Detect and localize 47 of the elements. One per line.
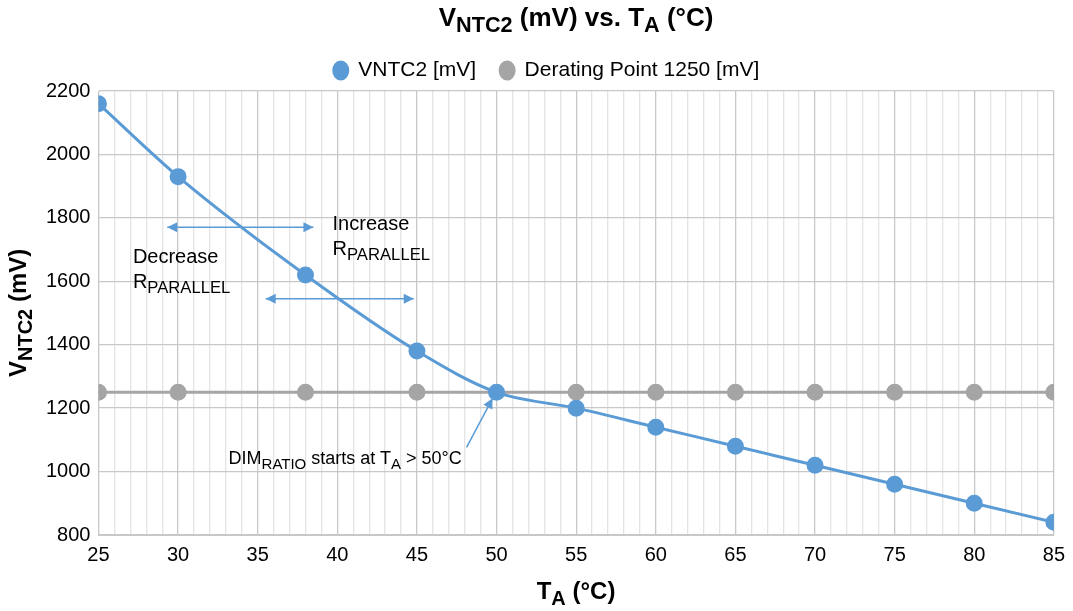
point <box>296 266 314 284</box>
point <box>647 418 665 436</box>
y-tick-label: 2200 <box>45 78 91 101</box>
annotation: DIM$_{RATIO}$ starts at T$_{A}$ > 50°C <box>228 447 462 474</box>
x-tick-label: 80 <box>963 542 986 565</box>
x-tick-label: 45 <box>405 542 429 565</box>
legend-label: VNTC2 [mV] <box>358 57 477 81</box>
x-tick-label: 60 <box>644 542 667 565</box>
x-tick-label: 50 <box>485 542 508 565</box>
legend-label: Derating Point 1250 [mV] <box>524 57 760 81</box>
point <box>408 383 426 401</box>
point <box>567 383 585 401</box>
annotation: Decrease R$_{PARALLEL}$ <box>132 244 231 299</box>
annotation: Increase R$_{PARALLEL}$ <box>332 210 431 266</box>
y-tick-label: 1200 <box>45 395 91 418</box>
point <box>965 494 983 512</box>
x-tick-label: 35 <box>246 542 269 565</box>
y-tick-label: 1800 <box>45 205 91 228</box>
point <box>726 383 744 401</box>
point <box>408 342 426 360</box>
x-tick-label: 30 <box>166 542 190 565</box>
x-tick-label: 40 <box>326 542 349 565</box>
y-tick-label: 2000 <box>45 141 91 164</box>
point <box>726 437 744 455</box>
y-tick-label: 1000 <box>45 459 91 482</box>
x-axis-title: T$_{A}$ (°C) <box>536 577 616 610</box>
point <box>886 475 904 493</box>
x-tick-label: 75 <box>883 542 906 565</box>
point <box>169 168 187 186</box>
x-tick-label: 85 <box>1042 542 1065 565</box>
point <box>488 383 506 401</box>
point <box>296 383 314 401</box>
x-tick-label: 25 <box>87 542 110 565</box>
x-tick-label: 65 <box>724 542 747 565</box>
point <box>965 383 983 401</box>
point <box>567 399 585 417</box>
y-tick-label: 1400 <box>45 332 91 355</box>
y-tick-label: 800 <box>57 522 91 545</box>
point <box>806 456 824 474</box>
point <box>806 383 824 401</box>
x-tick-label: 70 <box>803 542 827 565</box>
x-tick-label: 55 <box>565 542 588 565</box>
y-tick-label: 1600 <box>45 268 91 291</box>
point <box>169 383 187 401</box>
chart-title: V$_{NTC2}$ (mV) vs. T$_{A}$ (°C) <box>438 2 714 39</box>
point <box>886 383 904 401</box>
point <box>647 383 665 401</box>
